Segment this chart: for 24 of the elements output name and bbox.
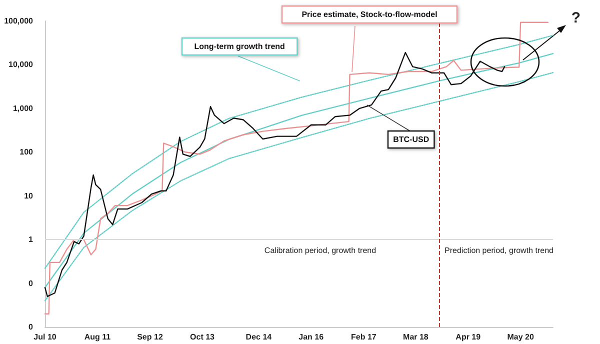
x-tick-label: Feb 17 — [351, 332, 377, 342]
text: Long-term growth trend — [194, 42, 286, 51]
y-tick-label: 1 — [28, 235, 34, 244]
y-tick-label: 1,000 — [12, 104, 34, 113]
y-tick-label: 0 — [28, 322, 34, 332]
x-tick-label: Mar 18 — [403, 332, 429, 342]
x-tick-label: Dec 14 — [246, 332, 272, 342]
annotation: Calibration period, growth trend — [264, 246, 376, 256]
text: Price estimate, Stock-to-flow-model — [302, 10, 438, 19]
annotation: Prediction period, growth trend — [444, 246, 554, 256]
y-tick-label: 0 — [28, 278, 34, 288]
text: BTC-USD — [393, 135, 430, 144]
y-tick-label: 10,000 — [8, 60, 34, 70]
y-tick-label: 100,000 — [4, 16, 34, 26]
x-tick-label: Jan 16 — [298, 332, 324, 342]
text: ? — [571, 10, 581, 26]
y-tick-label: 10 — [24, 191, 34, 200]
x-tick-label: Jul 10 — [34, 332, 57, 342]
y-tick-label: 100 — [20, 148, 34, 157]
x-tick-label: Aug 11 — [84, 332, 112, 342]
x-tick-label: Apr 19 — [456, 332, 482, 342]
x-tick-label: Sep 12 — [137, 332, 164, 342]
x-tick-label: Oct 13 — [190, 332, 216, 342]
x-tick-label: May 20 — [507, 332, 534, 342]
